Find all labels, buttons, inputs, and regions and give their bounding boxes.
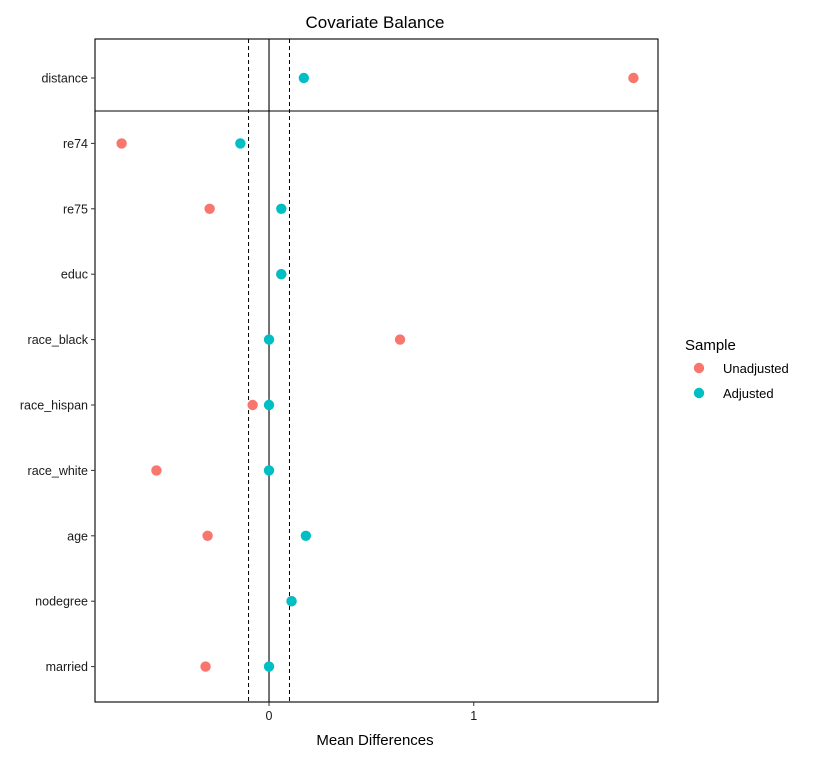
point-adjusted-re74 [235, 138, 246, 149]
point-unadjusted-married [200, 661, 211, 672]
point-unadjusted-race_hispan [247, 399, 258, 411]
point-unadjusted-re74 [116, 138, 127, 149]
y-tick-label-race_hispan: race_hispan [20, 399, 88, 413]
point-unadjusted-re75 [204, 203, 215, 214]
x-tick-label-0: 0 [266, 709, 273, 723]
point-unadjusted-age [202, 530, 213, 541]
point-adjusted-re75 [276, 203, 287, 214]
point-adjusted-race_hispan [263, 399, 275, 411]
plot-frame [94, 38, 659, 703]
chart-title: Covariate Balance [306, 13, 445, 32]
point-adjusted-nodegree [286, 596, 297, 607]
y-tick-label-age: age [67, 529, 88, 543]
point-adjusted-married [263, 661, 275, 672]
y-tick-label-distance: distance [41, 72, 88, 86]
y-tick-label-re74: re74 [63, 137, 88, 151]
plot-area: distance re74 re75 educ race_black race_hispa… [20, 38, 659, 723]
y-tick-label-married: married [46, 660, 88, 674]
legend-key-adjusted [693, 387, 705, 399]
legend-label-unadjusted: Unadjusted [723, 361, 789, 376]
point-adjusted-race_black [263, 334, 275, 345]
legend-title: Sample [685, 337, 736, 354]
x-tick-label-1: 1 [470, 709, 477, 723]
legend: Sample Unadjusted Adjusted [685, 337, 789, 401]
y-tick-label-race_white: race_white [28, 464, 88, 478]
point-unadjusted-race_white [151, 465, 162, 476]
point-unadjusted-race_black [394, 334, 406, 345]
x-axis-title: Mean Differences [316, 732, 433, 749]
y-tick-label-educ: educ [61, 268, 88, 282]
point-unadjusted-distance [628, 72, 639, 84]
legend-label-adjusted: Adjusted [723, 386, 774, 401]
point-adjusted-educ [276, 269, 287, 280]
point-adjusted-age [300, 530, 312, 541]
point-adjusted-distance [298, 72, 310, 84]
legend-key-unadjusted [693, 362, 705, 374]
y-tick-label-nodegree: nodegree [35, 595, 88, 609]
y-tick-label-re75: re75 [63, 202, 88, 216]
point-adjusted-race_white [263, 465, 275, 476]
y-tick-label-race_black: race_black [28, 333, 89, 347]
